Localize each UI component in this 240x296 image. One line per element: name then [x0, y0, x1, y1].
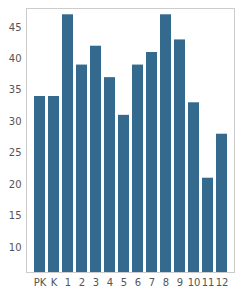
svg-text:5: 5 — [121, 277, 127, 288]
svg-text:30: 30 — [9, 116, 22, 127]
svg-text:9: 9 — [177, 277, 183, 288]
svg-text:10: 10 — [188, 277, 201, 288]
svg-text:PK: PK — [34, 277, 47, 288]
svg-text:7: 7 — [149, 277, 155, 288]
svg-text:3: 3 — [93, 277, 99, 288]
svg-text:11: 11 — [202, 277, 215, 288]
svg-text:45: 45 — [9, 22, 22, 33]
svg-text:8: 8 — [163, 277, 169, 288]
svg-text:1: 1 — [65, 277, 71, 288]
svg-text:10: 10 — [9, 242, 22, 253]
svg-text:6: 6 — [135, 277, 141, 288]
svg-text:4: 4 — [107, 277, 113, 288]
svg-text:15: 15 — [9, 210, 22, 221]
svg-text:12: 12 — [216, 277, 229, 288]
svg-text:K: K — [51, 277, 58, 288]
svg-text:2: 2 — [79, 277, 85, 288]
svg-text:20: 20 — [9, 179, 22, 190]
svg-text:40: 40 — [9, 53, 22, 64]
svg-text:25: 25 — [9, 147, 22, 158]
svg-text:35: 35 — [9, 84, 22, 95]
